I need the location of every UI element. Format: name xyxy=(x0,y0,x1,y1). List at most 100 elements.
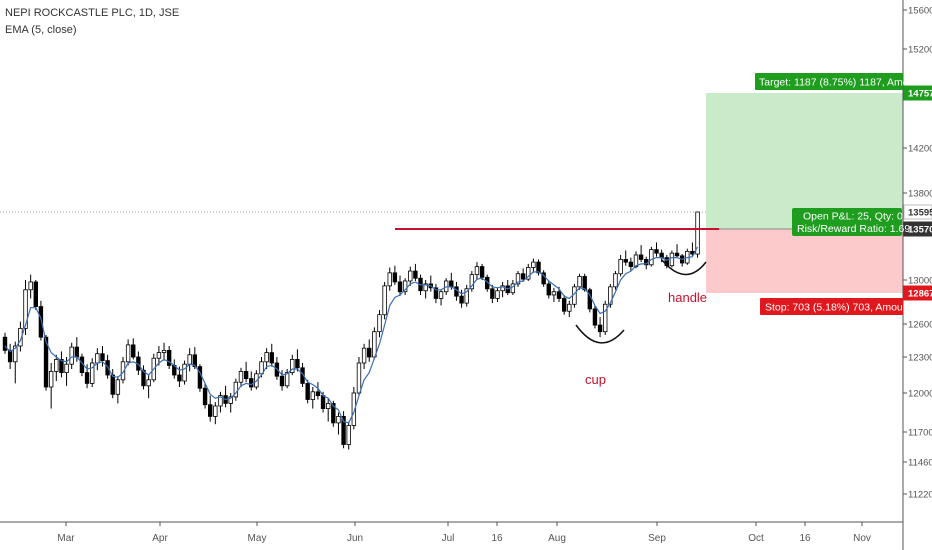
target-price-tag: 14757 xyxy=(903,85,932,101)
candle xyxy=(479,263,485,280)
candle-body-down xyxy=(243,370,249,379)
stop-price-tag: 12867 xyxy=(903,285,932,301)
candle xyxy=(279,370,285,391)
time-tick-label: Oct xyxy=(748,533,764,544)
candle xyxy=(603,300,608,335)
candle-body-down xyxy=(490,288,495,299)
symbol-title[interactable]: NEPI ROCKCASTLE PLC, 1D, JSE xyxy=(5,7,180,19)
candle-body-down xyxy=(141,369,146,387)
candle xyxy=(238,367,244,387)
time-tick-label: May xyxy=(248,533,267,544)
candle-body-up xyxy=(526,267,531,280)
candle xyxy=(490,284,495,304)
candle xyxy=(141,365,146,390)
price-tick-label: 12300 xyxy=(908,353,932,364)
candle xyxy=(695,211,700,258)
candle xyxy=(531,258,536,273)
candle-body-down xyxy=(536,261,541,274)
rr-label-text: Risk/Reward Ratio: 1.69 xyxy=(797,223,910,235)
candle xyxy=(541,270,546,287)
candle xyxy=(597,317,603,338)
target-price-tag-text: 14757 xyxy=(908,89,932,100)
candle xyxy=(284,369,290,389)
candle xyxy=(197,364,203,392)
candle xyxy=(397,275,403,297)
candle-body-up xyxy=(551,291,557,296)
candle xyxy=(392,265,398,285)
chart-legend: NEPI ROCKCASTLE PLC, 1D, JSE EMA (5, clo… xyxy=(5,5,179,39)
candle xyxy=(28,274,33,299)
candle xyxy=(172,359,177,379)
candle xyxy=(438,289,444,306)
candle-body-down xyxy=(331,402,336,424)
candle xyxy=(402,278,408,295)
candle xyxy=(264,348,269,369)
candle xyxy=(669,250,675,268)
candle-body-up xyxy=(13,345,18,363)
candle xyxy=(561,294,567,315)
candle-body-down xyxy=(300,367,305,384)
time-tick-label: Jul xyxy=(442,533,455,544)
candle-body-up xyxy=(284,372,290,387)
candle-body-down xyxy=(207,404,213,417)
candle xyxy=(233,378,239,401)
time-tick-label: 16 xyxy=(799,533,811,544)
candle xyxy=(526,263,531,281)
pnl-label-text: Open P&L: 25, Qty: 0 xyxy=(803,211,903,223)
entry-price-tag: 13570 xyxy=(903,221,932,237)
candle-body-down xyxy=(166,349,172,366)
candle xyxy=(120,357,126,384)
ema-line xyxy=(4,246,699,424)
candle xyxy=(567,300,572,318)
candle xyxy=(361,343,367,369)
candle-body-up xyxy=(28,281,33,291)
candle-body-up xyxy=(531,261,536,268)
time-tick-label: 16 xyxy=(491,533,503,544)
candle-body-down xyxy=(305,382,310,400)
candle xyxy=(618,254,623,277)
candle-body-down xyxy=(582,276,587,291)
candle-body-up xyxy=(213,405,218,417)
candle xyxy=(387,267,392,291)
candle-body-up xyxy=(603,303,608,333)
candle xyxy=(377,310,382,338)
candle-body-down xyxy=(202,387,208,406)
candle xyxy=(495,287,500,302)
handle-label: handle xyxy=(668,290,707,305)
entry-price-tag-text: 13570 xyxy=(908,225,932,236)
candle-body-up xyxy=(423,283,428,292)
candle xyxy=(351,387,357,430)
price-tick-label: 11220 xyxy=(908,490,932,501)
candle-body-down xyxy=(320,395,326,410)
candle xyxy=(146,375,151,399)
candle-body-up xyxy=(90,362,95,384)
candle-body-down xyxy=(2,336,8,351)
candle xyxy=(202,383,208,409)
candle xyxy=(90,358,95,387)
candle-body-up xyxy=(438,291,444,299)
candle-body-down xyxy=(561,298,567,312)
candle xyxy=(413,263,418,281)
candle xyxy=(464,284,469,307)
candle-body-up xyxy=(515,273,521,285)
candle-body-down xyxy=(84,372,90,384)
candle xyxy=(249,371,254,391)
indicator-label[interactable]: EMA (5, close) xyxy=(5,24,77,36)
candle-body-down xyxy=(520,273,526,280)
candle-body-up xyxy=(115,379,121,395)
candle xyxy=(2,332,8,354)
candle-body-up xyxy=(351,392,357,426)
candle xyxy=(166,346,172,369)
target-label-box xyxy=(755,73,903,90)
candle-body-down xyxy=(628,261,634,267)
stop-price-tag-box xyxy=(903,285,932,301)
candle xyxy=(100,346,105,367)
candle-body-down xyxy=(638,254,644,260)
candle-body-up xyxy=(474,266,480,276)
candle-body-up xyxy=(48,370,54,388)
price-tick-label: 12000 xyxy=(908,389,932,400)
price-tick-label: 11700 xyxy=(908,428,932,439)
candle-body-up xyxy=(18,327,23,347)
